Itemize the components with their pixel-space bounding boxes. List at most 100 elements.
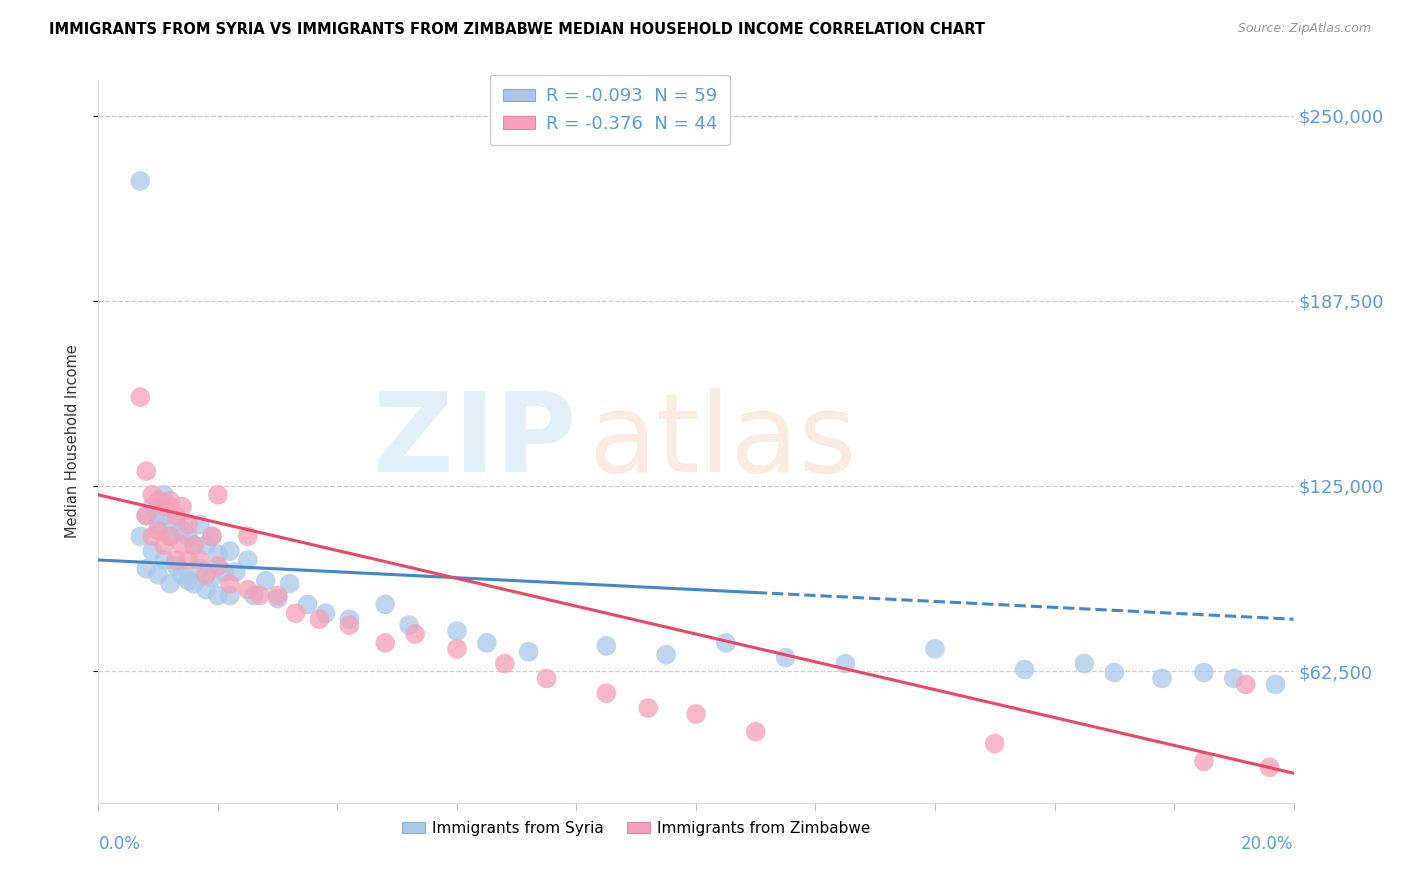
Point [148, 524, 170, 538]
Point [135, 508, 157, 523]
Point [308, 612, 330, 626]
Point [159, 529, 181, 543]
Point [212, 565, 235, 579]
Text: Source: ZipAtlas.com: Source: ZipAtlas.com [1237, 22, 1371, 36]
Point [141, 500, 163, 514]
Point [207, 558, 229, 573]
Point [183, 538, 205, 552]
Point [1192, 665, 1215, 680]
Point [834, 657, 856, 671]
Point [284, 607, 307, 621]
Point [172, 538, 194, 552]
Point [129, 174, 152, 188]
Point [141, 529, 163, 543]
Point [129, 529, 152, 543]
Point [1264, 677, 1286, 691]
Point [595, 639, 617, 653]
Point [637, 701, 659, 715]
Point [172, 567, 194, 582]
Point [135, 508, 157, 523]
Point [1234, 677, 1257, 691]
Point [148, 493, 170, 508]
Point [1223, 672, 1246, 686]
Point [267, 591, 290, 606]
Point [219, 544, 242, 558]
Text: ZIP: ZIP [373, 388, 576, 495]
Point [374, 598, 396, 612]
Text: atlas: atlas [589, 388, 856, 495]
Point [188, 553, 211, 567]
Point [1152, 672, 1174, 686]
Legend: Immigrants from Syria, Immigrants from Zimbabwe: Immigrants from Syria, Immigrants from Z… [395, 815, 877, 842]
Point [278, 576, 301, 591]
Point [1104, 665, 1126, 680]
Point [1014, 663, 1036, 677]
Point [183, 576, 205, 591]
Point [165, 553, 187, 567]
Point [398, 618, 420, 632]
Point [183, 538, 205, 552]
Point [446, 624, 468, 638]
Text: 0.0%: 0.0% [98, 835, 141, 854]
Point [1073, 657, 1095, 671]
Point [188, 562, 211, 576]
Point [201, 529, 224, 543]
Point [201, 529, 224, 543]
Point [207, 547, 229, 561]
Point [141, 544, 163, 558]
Point [236, 582, 259, 597]
Point [374, 636, 396, 650]
Point [595, 686, 617, 700]
Point [297, 598, 319, 612]
Point [685, 706, 707, 721]
Point [177, 553, 200, 567]
Point [148, 567, 170, 582]
Point [207, 488, 229, 502]
Point [404, 627, 426, 641]
Point [984, 737, 1007, 751]
Point [141, 488, 163, 502]
Point [243, 589, 266, 603]
Point [536, 672, 558, 686]
Point [153, 488, 176, 502]
Point [172, 524, 194, 538]
Point [236, 553, 259, 567]
Point [165, 558, 187, 573]
Y-axis label: Median Household Income: Median Household Income [65, 344, 80, 539]
Point [207, 589, 229, 603]
Point [236, 529, 259, 543]
Point [129, 390, 152, 404]
Point [745, 724, 768, 739]
Point [135, 464, 157, 478]
Point [655, 648, 678, 662]
Point [254, 574, 277, 588]
Point [339, 618, 361, 632]
Point [219, 576, 242, 591]
Point [494, 657, 516, 671]
Point [153, 508, 176, 523]
Point [267, 589, 290, 603]
Point [159, 500, 181, 514]
Point [775, 650, 797, 665]
Point [159, 529, 181, 543]
Point [148, 517, 170, 532]
Point [1258, 760, 1281, 774]
Point [153, 538, 176, 552]
Point [195, 538, 218, 552]
Point [177, 574, 200, 588]
Point [135, 562, 157, 576]
Point [446, 641, 468, 656]
Text: 20.0%: 20.0% [1241, 835, 1294, 854]
Point [315, 607, 337, 621]
Point [165, 515, 187, 529]
Point [219, 589, 242, 603]
Point [1192, 755, 1215, 769]
Point [153, 553, 176, 567]
Point [165, 508, 187, 523]
Point [249, 589, 271, 603]
Point [177, 517, 200, 532]
Point [195, 582, 218, 597]
Point [201, 571, 224, 585]
Point [159, 493, 181, 508]
Point [475, 636, 498, 650]
